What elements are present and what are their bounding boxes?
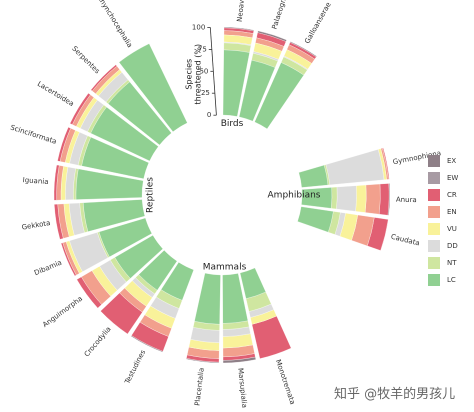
order-label-marsupialia: Marsupialia: [236, 368, 248, 409]
legend-label-ex: EX: [447, 156, 457, 165]
bar-segment-gymnophiona-lc: [298, 164, 329, 188]
bar-segment-monotremata-lc: [239, 267, 266, 299]
bar-segment-neoaves-lc: [222, 49, 250, 117]
legend-label-en: EN: [447, 207, 457, 216]
legend-item-ew: EW: [428, 169, 458, 186]
order-label-anura: Anura: [396, 196, 417, 205]
legend-item-lc: LC: [428, 271, 458, 288]
bar-segment-anura-lc: [301, 187, 333, 209]
bar-segment-anura-vu: [355, 184, 367, 213]
bar-segment-serpentes-lc: [107, 81, 172, 146]
legend-swatch-en: [428, 205, 440, 218]
bar-segment-dibamia-lc: [98, 217, 153, 258]
bar-segment-testudines-lc: [160, 262, 194, 301]
order-label-testudines: Testudines: [123, 348, 147, 386]
legend-swatch-nt: [428, 256, 440, 269]
bar-segment-rhynchocephalia-lc: [118, 43, 188, 133]
y-tick-label-100: 100: [192, 23, 205, 31]
legend-item-nt: NT: [428, 254, 458, 271]
y-tick-label-0: 0: [207, 111, 211, 119]
legend-item-dd: DD: [428, 237, 458, 254]
order-label-rhynchocephalia: Rhynchocephalia: [95, 0, 133, 49]
legend-swatch-vu: [428, 222, 440, 235]
legend-label-nt: NT: [447, 258, 457, 267]
order-label-gekkota: Gekkota: [21, 219, 51, 232]
y-tick-label-50: 50: [199, 67, 208, 75]
y-tick-label-75: 75: [198, 45, 207, 53]
y-axis-title-line-1: threatened (%): [194, 44, 203, 105]
order-label-scinciformata: Scinciformata: [9, 123, 57, 145]
group-label-amphibians: Amphibians: [268, 191, 321, 201]
legend-label-cr: CR: [447, 190, 457, 199]
legend-item-cr: CR: [428, 186, 458, 203]
bar-segment-galloanserae-lc: [254, 62, 304, 130]
group-label-reptiles: Reptiles: [146, 177, 156, 213]
bar-segment-lacertoidea-lc: [90, 106, 159, 162]
legend: EX EW CR EN VU DD NT LC: [428, 152, 458, 288]
legend-swatch-lc: [428, 273, 440, 286]
group-label-mammals: Mammals: [203, 263, 247, 273]
bar-segment-gekkota-lc: [83, 199, 146, 232]
order-label-iguania: Iguania: [22, 176, 48, 186]
order-label-dibamia: Dibamia: [33, 259, 63, 278]
legend-swatch-cr: [428, 188, 440, 201]
legend-item-vu: VU: [428, 220, 458, 237]
order-label-neoaves: Neoaves: [236, 0, 247, 22]
legend-label-lc: LC: [447, 275, 456, 284]
bar-segment-placentalia-lc: [194, 272, 221, 325]
order-label-crocodylia: Crocodylia: [83, 325, 113, 358]
legend-label-vu: VU: [447, 224, 457, 233]
bar-segment-crocodylia-lc: [138, 250, 178, 291]
order-label-serpentes: Serpentes: [70, 45, 101, 76]
bar-segment-anura-dd: [336, 185, 357, 212]
bar-segment-anura-cr: [378, 183, 390, 216]
legend-item-en: EN: [428, 203, 458, 220]
order-label-caudata: Caudata: [390, 233, 420, 248]
y-axis-title: Speciesthreatened (%): [185, 44, 203, 105]
y-axis-title-line-0: Species: [185, 59, 194, 90]
legend-swatch-dd: [428, 239, 440, 252]
bar-segment-iguania-lc: [75, 168, 144, 200]
legend-label-ew: EW: [447, 173, 459, 182]
bar-segment-palaeognathae-lc: [238, 59, 276, 122]
legend-swatch-ex: [428, 154, 440, 167]
bar-segment-anura-en: [365, 183, 381, 215]
legend-item-ex: EX: [428, 152, 458, 169]
bar-segment-anguimorpha-lc: [114, 235, 164, 279]
bar-segment-scinciformata-lc: [81, 136, 149, 179]
order-label-lacertoidea: Lacertoidea: [36, 80, 75, 108]
order-label-galloanserae: Galloanserae: [303, 1, 332, 45]
legend-swatch-ew: [428, 171, 440, 184]
group-label-birds: Birds: [221, 119, 244, 129]
y-tick-label-25: 25: [201, 89, 210, 97]
bar-segment-gymnophiona-dd: [325, 149, 385, 186]
bar-segment-marsupialia-lc: [222, 273, 249, 324]
legend-label-dd: DD: [447, 241, 458, 250]
bar-segment-caudata-lc: [297, 206, 334, 233]
order-label-anguimorpha: Anguimorpha: [41, 295, 84, 329]
order-label-placentalia: Placentalia: [193, 367, 205, 406]
watermark: 知乎 @牧羊的男孩儿: [334, 387, 456, 402]
order-label-palaeognathae: Palaeognathae: [270, 0, 293, 30]
order-label-monotremata: Monotremata: [274, 359, 297, 406]
